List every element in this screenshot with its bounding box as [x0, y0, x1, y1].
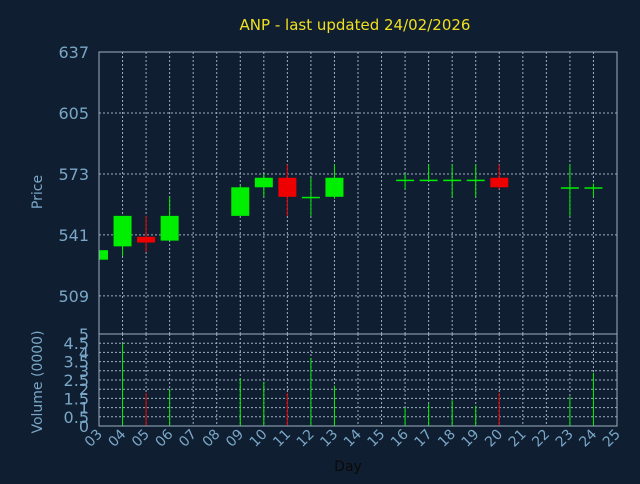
x-tick-labels: 03 04 05 06 07 08 09 10 11 12 13 14 15 16 17 18 19 20 21 22…: [82, 426, 624, 450]
volume-tick-label: 1: [79, 399, 89, 418]
volume-tick-label: 5: [79, 325, 89, 344]
candle-body: [160, 215, 179, 241]
volume-tick-label: 3: [79, 362, 89, 381]
price-axis-label: Price: [30, 175, 46, 209]
candle-body: [396, 179, 415, 182]
price-tick-label: 605: [58, 104, 89, 123]
candle-body: [301, 196, 320, 199]
price-tick-labels: 637 605 573 541 509: [58, 43, 89, 306]
candle-body: [490, 177, 509, 188]
chart-title: ANP - last updated 24/02/2026: [240, 16, 471, 34]
price-tick-label: 541: [58, 226, 89, 245]
candle-body: [99, 250, 108, 260]
candles: [98, 164, 603, 260]
candle-body: [137, 236, 156, 243]
candle-body: [560, 187, 579, 189]
price-tick-label: 637: [58, 43, 89, 62]
candle-body: [443, 179, 462, 182]
candle-body: [113, 215, 132, 247]
volume-tick-label: 1.5: [64, 389, 89, 408]
candle-body: [231, 187, 250, 216]
price-tick-label: 509: [58, 287, 89, 306]
candle-body: [419, 179, 438, 182]
volume-tick-label: 2.5: [64, 371, 89, 390]
volume-tick-label: 3.5: [64, 353, 89, 372]
candle-body: [584, 187, 603, 189]
candle-body: [466, 179, 485, 182]
volume-tick-labels: 00.511.522.533.544.55: [64, 325, 89, 436]
volume-tick-label: 0: [79, 417, 89, 436]
candle-body: [325, 177, 344, 197]
candle-body: [254, 177, 273, 188]
volume-tick-label: 4.5: [64, 334, 89, 353]
volume-tick-label: 0.5: [64, 408, 89, 427]
price-tick-label: 573: [58, 165, 89, 184]
volume-bars: [122, 343, 594, 426]
volume-panel-frame: [98, 333, 618, 427]
volume-tick-label: 2: [79, 380, 89, 399]
x-axis-label: Day: [334, 459, 362, 475]
volume-tick-label: 4: [79, 343, 89, 362]
candle-body: [278, 177, 297, 197]
volume-axis-label: Volume (0000): [30, 330, 46, 433]
